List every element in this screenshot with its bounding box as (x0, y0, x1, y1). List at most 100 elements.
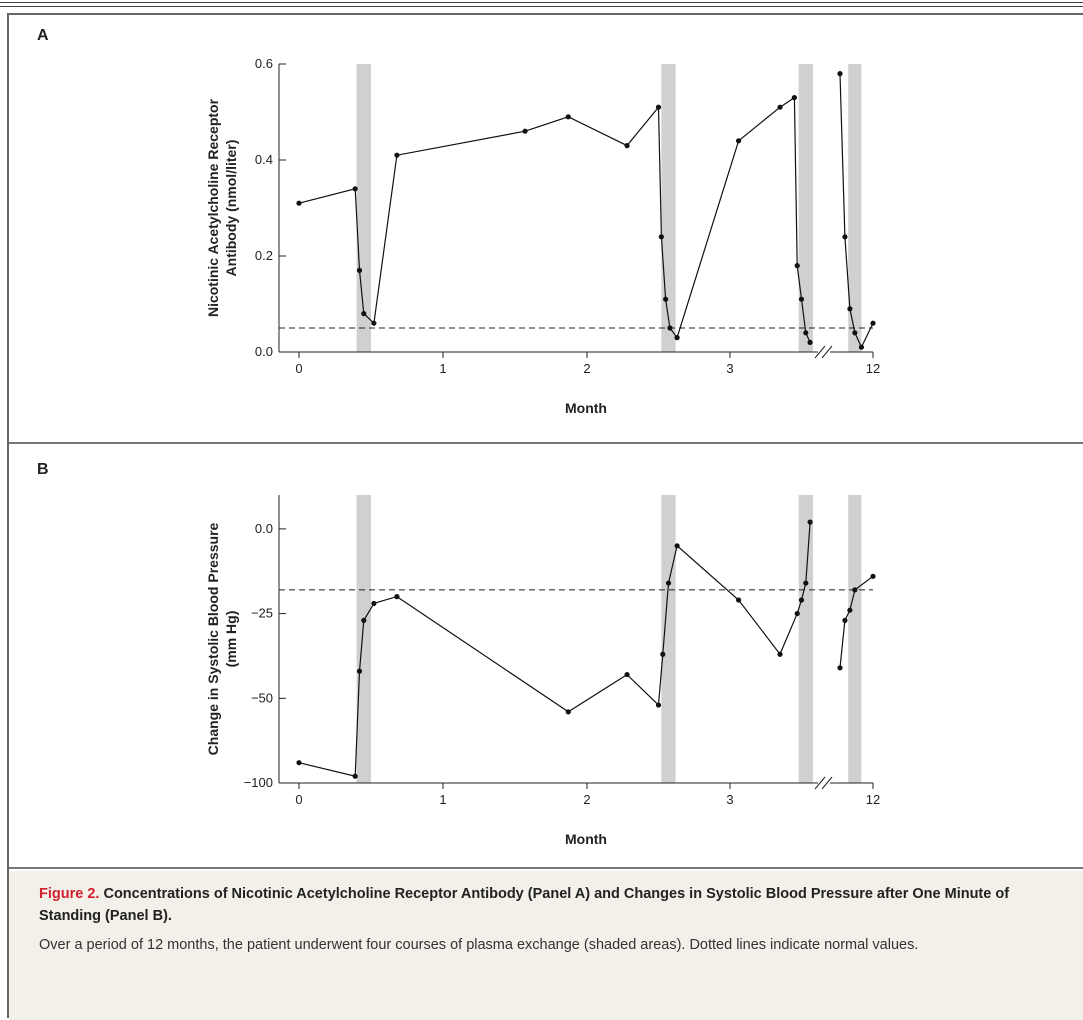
data-point (837, 71, 843, 77)
data-point (655, 702, 662, 708)
x-tick-label: 2 (583, 361, 590, 376)
y-axis-title-line: Antibody (nmol/liter) (223, 140, 239, 277)
axis-break-mark (814, 776, 826, 790)
data-point (777, 651, 783, 657)
plasma-exchange-band-3 (798, 495, 813, 783)
data-point (842, 617, 848, 623)
y-tick-label: −100 (244, 775, 273, 790)
data-point (663, 296, 669, 302)
data-point (798, 597, 805, 603)
data-point (807, 339, 813, 345)
top-rule (0, 2, 1083, 3)
data-point (847, 607, 853, 613)
figure-label: Figure 2. (39, 886, 100, 902)
caption-title: Figure 2. Concentrations of Nicotinic Ac… (39, 883, 1074, 927)
x-tick-label: 3 (726, 361, 733, 376)
figure-frame: A B Figure 2. Concentrations of Nicotini… (7, 13, 1083, 1020)
y-tick-label: 0.6 (255, 56, 273, 71)
data-point (803, 330, 809, 336)
data-point (296, 200, 302, 206)
series-line-segment-2 (839, 73, 874, 349)
y-axis-title-line: (mm Hg) (223, 611, 239, 668)
data-point (665, 580, 672, 586)
data-point (565, 709, 571, 715)
y-axis-title-line: Nicotinic Acetylcholine Receptor (205, 98, 221, 317)
data-point (655, 104, 662, 110)
y-tick-label: −50 (251, 690, 273, 705)
data-point (371, 320, 377, 326)
data-point (803, 580, 809, 586)
data-point (361, 617, 367, 623)
data-point (852, 587, 858, 593)
y-tick-label: 0.2 (255, 248, 273, 263)
panel-divider (9, 442, 1083, 444)
data-point (356, 668, 363, 674)
data-point (674, 335, 680, 341)
x-axis-title: Month (565, 400, 607, 416)
x-tick-label: 2 (583, 792, 590, 807)
x-tick-label: 12 (866, 361, 880, 376)
caption-title-text: Concentrations of Nicotinic Acetylcholin… (39, 886, 1010, 924)
data-point (394, 594, 400, 600)
plasma-exchange-band-4 (848, 64, 862, 352)
data-point (847, 306, 853, 312)
y-tick-label: −25 (251, 606, 273, 621)
series-line-segment-1 (298, 96, 811, 343)
panel-b-label: B (37, 461, 49, 478)
y-tick-label: 0.4 (255, 152, 273, 167)
data-point (807, 519, 813, 525)
data-point (852, 330, 858, 336)
axis-break-mark (821, 345, 833, 359)
y-tick-label: 0.0 (255, 521, 273, 536)
x-tick-label: 1 (439, 361, 446, 376)
data-point (624, 671, 630, 678)
data-point (394, 152, 400, 158)
axis-break-mark (814, 345, 826, 359)
plasma-exchange-band-3 (798, 64, 813, 352)
x-tick-label: 3 (726, 792, 733, 807)
data-point (660, 651, 666, 657)
series-line-segment-1 (298, 522, 811, 777)
data-point (777, 104, 783, 110)
data-point (858, 344, 865, 350)
data-point (794, 610, 800, 617)
data-point (674, 543, 680, 549)
y-axis-title-line: Change in Systolic Blood Pressure (205, 522, 221, 755)
axis-break-mark (821, 776, 833, 790)
panel-a-label: A (37, 27, 49, 44)
x-tick-label: 12 (866, 792, 880, 807)
data-point (352, 773, 358, 779)
data-point (624, 143, 630, 149)
data-point (842, 234, 848, 240)
data-point (522, 128, 528, 134)
caption-divider (9, 867, 1083, 869)
x-tick-label: 1 (439, 792, 446, 807)
data-point (658, 234, 664, 240)
data-point (296, 760, 302, 766)
data-point (870, 573, 876, 579)
data-point (361, 311, 367, 317)
data-point (565, 114, 571, 120)
data-point (837, 665, 843, 671)
x-axis-title: Month (565, 831, 607, 847)
data-point (791, 95, 797, 101)
plasma-exchange-band-1 (356, 495, 371, 783)
x-tick-label: 0 (295, 361, 302, 376)
data-point (798, 296, 805, 302)
data-point (735, 597, 742, 603)
x-tick-label: 0 (295, 792, 302, 807)
data-point (870, 320, 876, 326)
plasma-exchange-band-2 (661, 64, 676, 352)
caption-body: Over a period of 12 months, the patient … (39, 937, 919, 953)
y-tick-label: 0.0 (255, 344, 273, 359)
data-point (735, 138, 742, 144)
plasma-exchange-band-4 (848, 495, 862, 783)
data-point (371, 600, 377, 607)
data-point (794, 263, 800, 269)
data-point (667, 325, 673, 331)
data-point (352, 186, 358, 192)
top-rule-secondary (0, 6, 1083, 7)
